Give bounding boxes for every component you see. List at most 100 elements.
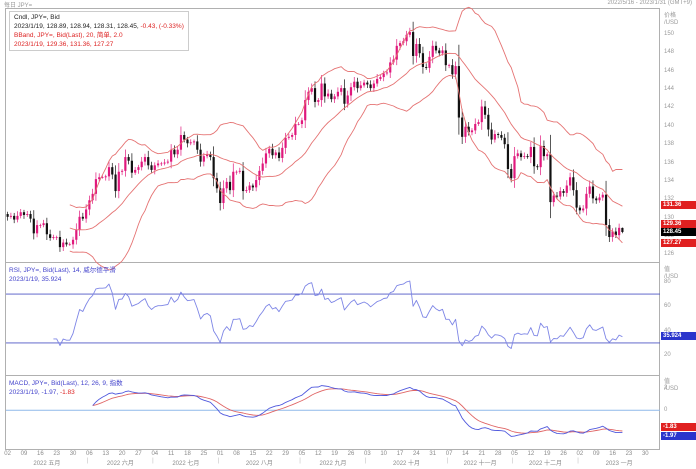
- candle-body: [320, 83, 323, 101]
- bollinger-upper-line: [69, 6, 623, 209]
- candle-body: [173, 149, 176, 155]
- candle-body: [418, 44, 421, 54]
- candle-body: [114, 174, 117, 192]
- chart-titlebar: 每日 JPY= 2022/5/16 - 2023/1/31 (GMT+9): [2, 0, 694, 9]
- month-label: 2023 一月: [605, 461, 633, 467]
- week-tick-label: 05: [298, 451, 306, 457]
- pane-separator-rsi[interactable]: [5, 262, 660, 263]
- candle-body: [281, 147, 284, 158]
- candle-body: [490, 129, 493, 140]
- candle-body: [29, 214, 32, 219]
- candle-body: [75, 229, 78, 240]
- month-label: 2022 十月: [393, 461, 421, 467]
- week-tick-label: 03: [363, 451, 371, 457]
- candle-body: [349, 87, 353, 96]
- week-tick-label: 18: [184, 451, 191, 457]
- candle-body: [107, 167, 111, 177]
- candle-body: [451, 65, 454, 75]
- week-tick-label: 09: [592, 451, 600, 457]
- rsi-tick: 20: [664, 352, 671, 359]
- candle-body: [307, 91, 310, 101]
- candle-body: [618, 227, 621, 236]
- price-tick: 148: [664, 49, 675, 56]
- month-label: 2022 九月: [319, 461, 347, 467]
- week-tick-label: 27: [135, 451, 142, 457]
- candle-body: [264, 153, 268, 164]
- candle-body: [405, 34, 408, 42]
- week-tick-label: 16: [36, 451, 44, 457]
- candle-body: [572, 177, 575, 191]
- candle-body: [353, 81, 356, 88]
- candle-body: [562, 191, 565, 193]
- candle-body: [408, 32, 411, 35]
- candle-body: [140, 161, 143, 168]
- price-axis[interactable]: 价格 /USD 值 /USD 值 /USD 150 148 146 144 142 140…: [661, 8, 696, 450]
- candle-body: [6, 214, 9, 217]
- week-tick-label: 09: [20, 451, 28, 457]
- week-tick-label: 12: [314, 451, 322, 457]
- price-tick: 136: [664, 159, 675, 166]
- week-tick-label: 05: [511, 451, 518, 457]
- candle-body: [55, 237, 58, 238]
- candle-body: [49, 234, 52, 238]
- candle-body: [32, 218, 35, 234]
- candle-body: [500, 135, 503, 138]
- candle-body: [310, 88, 313, 92]
- candle-body: [170, 149, 173, 162]
- candle-body: [39, 225, 42, 226]
- candle-body: [297, 123, 300, 125]
- candle-series-label: Cndl, JPY=, Bid: [14, 14, 60, 21]
- price-tick: 150: [664, 30, 675, 37]
- candle-body: [604, 194, 608, 226]
- week-tick-label: 30: [641, 451, 649, 457]
- macd-tick: 0: [664, 407, 668, 414]
- candle-body: [326, 93, 330, 97]
- week-tick-label: 23: [53, 451, 61, 457]
- pane-separator-macd[interactable]: [5, 375, 660, 376]
- candle-body: [222, 188, 225, 204]
- time-axis[interactable]: 02 09 16 23 30 06 13 20 27 04 11 18 25 01 08 15 22 29 05 12…: [0, 450, 696, 469]
- macd-line: [92, 385, 623, 437]
- candle-body: [395, 45, 398, 60]
- bband-values: 2023/1/19, 129.36, 131.36, 127.27: [14, 41, 114, 48]
- candle-body: [336, 91, 340, 97]
- candle-body: [464, 126, 467, 137]
- candle-body: [438, 50, 441, 54]
- candle-body: [346, 95, 349, 104]
- candle-body: [317, 100, 320, 102]
- bollinger-mid-line: [69, 52, 623, 231]
- candle-body: [104, 176, 107, 178]
- candle-body: [549, 154, 552, 203]
- month-separator: |: [364, 458, 367, 464]
- candle-body: [192, 141, 196, 143]
- candle-body: [26, 214, 29, 215]
- candle-body: [519, 153, 523, 158]
- candle-body: [621, 227, 624, 232]
- candle-body: [58, 237, 62, 248]
- month-label: 2022 十一月: [463, 461, 497, 467]
- candle-body: [568, 177, 572, 186]
- candle-body: [287, 136, 290, 138]
- candle-body: [16, 215, 19, 220]
- candle-body: [71, 239, 75, 245]
- candle-body: [219, 188, 222, 204]
- candle-body: [153, 165, 156, 170]
- candle-body: [94, 179, 98, 194]
- candle-body: [382, 73, 385, 78]
- candle-body: [542, 146, 546, 157]
- macd-value: 2023/1/19, -1.97,: [9, 389, 59, 396]
- candle-body: [202, 156, 205, 162]
- candle-body: [467, 126, 470, 133]
- candle-body: [189, 142, 192, 144]
- rsi-series-label: RSI, JPY=, Bid(Last), 14, 威尔德平滑: [9, 267, 116, 274]
- rsi-value: 2023/1/19, 35.924: [9, 276, 62, 283]
- candle-body: [304, 100, 307, 121]
- candle-body: [513, 156, 516, 179]
- week-tick-label: 11: [168, 451, 175, 457]
- candle-body: [533, 146, 536, 167]
- candle-body: [52, 237, 55, 238]
- week-tick-label: 02: [576, 451, 584, 457]
- candle-body: [493, 134, 496, 140]
- chart-frame: [5, 8, 660, 450]
